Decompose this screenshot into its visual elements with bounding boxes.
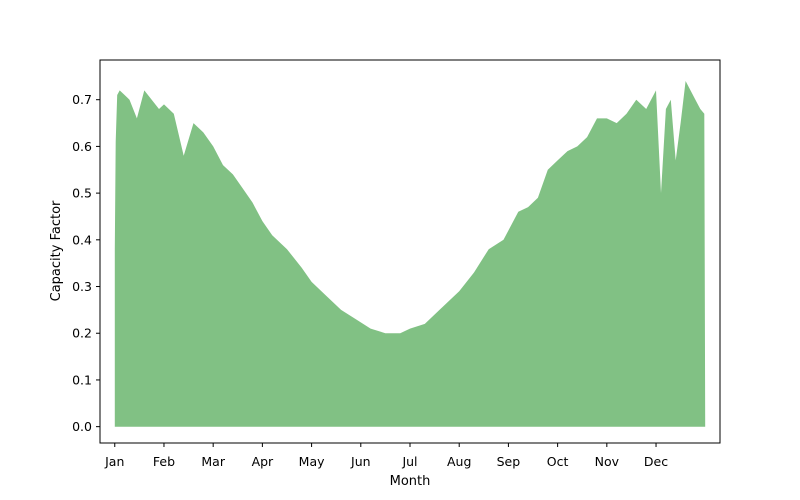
- y-tick-label: 0.0: [72, 419, 92, 434]
- x-axis-label: Month: [390, 474, 431, 489]
- x-tick-label: Dec: [644, 454, 668, 469]
- x-tick-label: Feb: [153, 454, 175, 469]
- y-tick-label: 0.1: [72, 372, 92, 387]
- y-tick-label: 0.6: [72, 139, 92, 154]
- x-tick-label: Jul: [401, 454, 417, 469]
- y-tick-label: 0.3: [72, 279, 92, 294]
- y-axis-label: Capacity Factor: [49, 200, 64, 301]
- y-tick-label: 0.2: [72, 326, 92, 341]
- x-tick-label: Sep: [497, 454, 521, 469]
- y-tick-label: 0.7: [72, 92, 92, 107]
- capacity-factor-area: [114, 81, 706, 427]
- x-tick-label: Mar: [201, 454, 225, 469]
- x-tick-label: Apr: [252, 454, 274, 469]
- x-axis: Jan Feb Mar Apr May Jun Jul Aug Sep Oct Nov Dec: [104, 443, 668, 469]
- x-tick-label: Aug: [447, 454, 471, 469]
- x-tick-label: Jan: [104, 454, 124, 469]
- x-tick-label: Oct: [547, 454, 569, 469]
- plot-area: [114, 81, 706, 427]
- y-axis: 0.0 0.1 0.2 0.3 0.4 0.5 0.6 0.7: [72, 92, 100, 434]
- y-tick-label: 0.5: [72, 186, 92, 201]
- y-tick-label: 0.4: [72, 232, 92, 247]
- x-tick-label: Jun: [350, 454, 371, 469]
- x-tick-label: Nov: [595, 454, 620, 469]
- x-tick-label: May: [299, 454, 325, 469]
